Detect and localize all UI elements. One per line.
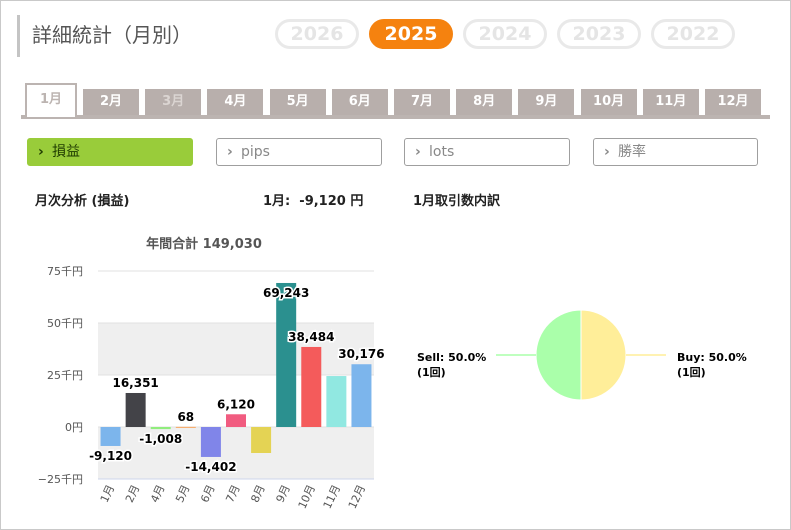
- data-label: 38,484: [288, 330, 334, 344]
- month-tab-11[interactable]: 11月: [642, 89, 699, 115]
- metric-button-0[interactable]: › 損益: [27, 138, 193, 166]
- year-tab-2022[interactable]: 2022: [651, 19, 735, 49]
- bar-1月[interactable]: [100, 427, 121, 446]
- data-label: 69,243: [263, 286, 309, 300]
- x-tick-label: 11月: [321, 483, 343, 511]
- pie-count-sell: (1回): [417, 365, 446, 379]
- year-tab-2023[interactable]: 2023: [557, 19, 641, 49]
- x-tick-label: 2月: [123, 483, 142, 505]
- month-tab-10[interactable]: 10月: [580, 89, 637, 115]
- year-tab-2026[interactable]: 2026: [275, 19, 359, 49]
- pie-count-buy: (1回): [677, 365, 706, 379]
- plot-band: [98, 323, 374, 375]
- bar-8月[interactable]: [251, 427, 272, 453]
- breakdown-title: 1月取引数内訳: [413, 194, 501, 209]
- x-tick-label: 10月: [296, 483, 318, 511]
- month-tab-2[interactable]: 2月: [83, 89, 139, 115]
- data-label: 6,120: [217, 397, 255, 411]
- y-tick-label: 75千円: [47, 265, 83, 278]
- data-label: -14,402: [185, 460, 236, 474]
- data-label: 16,351: [112, 376, 158, 390]
- month-tab-5[interactable]: 5月: [269, 89, 326, 115]
- month-tab-12[interactable]: 12月: [705, 89, 761, 115]
- bar-2月[interactable]: [125, 392, 146, 427]
- metric-button-1[interactable]: › pips: [216, 138, 382, 166]
- x-tick-label: 7月: [223, 483, 242, 505]
- pie-slice-buy[interactable]: [580, 309, 627, 401]
- month-tab-6[interactable]: 6月: [331, 89, 388, 115]
- page-title: 詳細統計（月別）: [17, 15, 192, 57]
- chevron-right-icon: ›: [227, 144, 233, 160]
- year-selector: 2026 2025 2024 2023 2022: [275, 19, 735, 49]
- metric-button-2[interactable]: › lots: [404, 138, 570, 166]
- chevron-right-icon: ›: [415, 144, 421, 160]
- month-tab-8[interactable]: 8月: [456, 89, 513, 115]
- pie-slice-sell[interactable]: [535, 309, 582, 401]
- year-tab-2024[interactable]: 2024: [463, 19, 547, 49]
- bar-12月[interactable]: [351, 364, 372, 427]
- metric-label: 損益: [52, 144, 80, 160]
- data-label: 30,176: [338, 347, 384, 361]
- data-label: -1,008: [139, 432, 182, 446]
- monthly-analysis-title: 月次分析 (損益): [35, 194, 130, 209]
- metric-label: pips: [241, 144, 270, 160]
- monthly-bar-chart: −25千円 0円 25千円 50千円 75千円 年間合計 149,030 -9,120 1月 1…: [38, 236, 386, 511]
- pie-label-buy: Buy: 50.0%: [677, 351, 747, 364]
- metric-label: lots: [429, 144, 455, 160]
- month-tab-1[interactable]: 1月: [25, 83, 77, 117]
- bar-9月[interactable]: [276, 282, 297, 427]
- month-tab-9[interactable]: 9月: [518, 89, 575, 115]
- metric-label: 勝率: [618, 144, 646, 160]
- x-tick-label: 9月: [274, 483, 293, 505]
- chart-title: 年間合計 149,030: [146, 236, 262, 252]
- x-tick-label: 8月: [248, 483, 267, 505]
- month-tabs: 1月 2月 3月 4月 5月 6月 7月 8月 9月 10月 11月 12月: [21, 83, 770, 119]
- pie-label-sell: Sell: 50.0%: [417, 351, 486, 364]
- chevron-right-icon: ›: [38, 144, 44, 160]
- x-tick-label: 12月: [346, 483, 368, 511]
- data-label: -9,120: [89, 449, 132, 463]
- bar-4月[interactable]: [150, 427, 171, 430]
- y-tick-label: 25千円: [47, 369, 83, 382]
- x-tick-label: 1月: [98, 483, 117, 505]
- data-label: 68: [177, 410, 194, 424]
- bar-6月[interactable]: [200, 427, 221, 457]
- x-tick-label: 5月: [173, 483, 192, 505]
- month-tab-4[interactable]: 4月: [207, 89, 264, 115]
- bar-10月[interactable]: [301, 346, 322, 427]
- metric-button-3[interactable]: › 勝率: [593, 138, 758, 166]
- y-tick-label: −25千円: [38, 473, 83, 486]
- month-tab-7[interactable]: 7月: [394, 89, 450, 115]
- plot-band: [98, 427, 374, 479]
- chevron-right-icon: ›: [604, 144, 610, 160]
- year-tab-2025[interactable]: 2025: [369, 19, 453, 49]
- x-tick-label: 4月: [148, 483, 167, 505]
- x-tick-label: 6月: [198, 483, 217, 505]
- trade-breakdown-pie: Sell: 50.0%(1回)Buy: 50.0%(1回): [417, 309, 747, 401]
- bar-7月[interactable]: [226, 414, 246, 427]
- month-tab-3[interactable]: 3月: [145, 89, 202, 115]
- y-tick-label: 0円: [65, 421, 83, 434]
- month-summary: 1月: -9,120 円: [263, 194, 364, 209]
- bar-5月[interactable]: [175, 426, 196, 428]
- y-tick-label: 50千円: [47, 317, 83, 330]
- bar-11月[interactable]: [326, 376, 347, 427]
